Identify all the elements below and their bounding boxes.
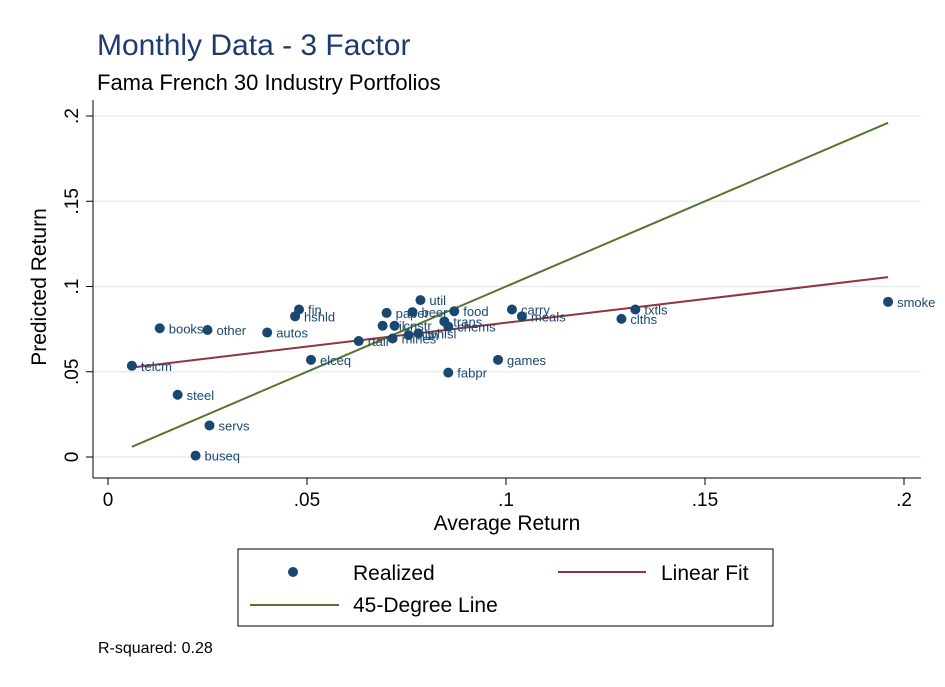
point-label-food: food <box>463 304 488 319</box>
point-label-autos: autos <box>276 326 308 341</box>
45-degree-line-line <box>131 121 889 448</box>
point-label-elceq: elceq <box>320 353 351 368</box>
x-tick-label: .05 <box>294 490 320 511</box>
y-tick-label: .1 <box>62 279 83 295</box>
data-point-games <box>493 354 504 365</box>
legend-label-realized: Realized <box>353 562 435 585</box>
data-point-paper <box>381 307 392 318</box>
point-label-fabpr: fabpr <box>457 366 487 381</box>
data-point-other <box>202 324 213 335</box>
point-label-games: games <box>507 353 547 368</box>
data-point-steel <box>172 389 183 400</box>
point-label-trans: trans <box>453 314 482 329</box>
point-label-oil: oil <box>392 319 405 334</box>
y-axis-title: Predicted Return <box>28 208 51 366</box>
y-tick-label: .15 <box>62 188 83 214</box>
x-tick-label: .2 <box>896 490 912 511</box>
legend-label-linear-fit: Linear Fit <box>661 562 749 585</box>
point-label-telcm: telcm <box>141 359 172 374</box>
point-label-fin: fin <box>308 303 322 318</box>
legend-label-45-degree-line: 45-Degree Line <box>353 594 498 617</box>
point-label-util: util <box>429 293 446 308</box>
data-point-smoke <box>883 296 894 307</box>
y-tick-label: .05 <box>62 359 83 385</box>
point-label-rtail: rtail <box>368 334 389 349</box>
y-tick-label: .2 <box>62 108 83 124</box>
point-label-carry: carry <box>521 303 550 318</box>
data-point-buseq <box>190 450 201 461</box>
point-label-chems: chems <box>457 320 496 335</box>
data-point-rtail <box>353 336 364 347</box>
data-point-txtls <box>630 304 641 315</box>
x-tick-label: .1 <box>498 490 514 511</box>
point-label-books: books <box>169 321 204 336</box>
data-point-food <box>449 306 460 317</box>
point-label-whlsl: whlsl <box>426 326 456 341</box>
point-label-hshld: hshld <box>304 309 335 324</box>
point-label-servs: servs <box>218 418 250 433</box>
data-point-oil <box>377 320 388 331</box>
legend-box <box>237 548 774 627</box>
data-point-autos <box>262 327 273 338</box>
point-label-clths: clths <box>630 312 657 327</box>
point-label-hlth: hlth <box>417 328 438 343</box>
data-point-util <box>415 295 426 306</box>
point-label-buseq: buseq <box>205 449 240 464</box>
chart-title: Monthly Data - 3 Factor <box>97 29 410 62</box>
data-point-clths <box>616 313 627 324</box>
data-point-elceq <box>305 354 316 365</box>
data-point-hshld <box>290 311 301 322</box>
point-label-steel: steel <box>187 388 215 403</box>
data-point-mines <box>387 333 398 344</box>
y-tick-label: 0 <box>62 452 83 463</box>
axes: 0 .05 .1 .15 .2 0 .05 .1 .15 .2 <box>62 100 921 511</box>
linear-fit-line <box>131 276 889 369</box>
x-axis-title: Average Return <box>434 512 581 535</box>
data-point-meals <box>516 311 527 322</box>
point-label-beer: beer <box>421 305 448 320</box>
data-point-telcm <box>126 360 137 371</box>
data-point-beer <box>407 307 418 318</box>
chart-subtitle: Fama French 30 Industry Portfolios <box>97 70 441 95</box>
point-label-cnstr: cnstr <box>404 319 433 334</box>
data-point-hlth <box>403 330 414 341</box>
point-label-txtls: txtls <box>644 303 668 318</box>
data-point-servs <box>204 420 215 431</box>
r-squared-note: R-squared: 0.28 <box>98 640 213 657</box>
x-tick-label: 0 <box>103 490 114 511</box>
data-point-books <box>154 323 165 334</box>
data-point-carry <box>506 304 517 315</box>
point-label-mines: mines <box>402 332 437 347</box>
data-point-fabpr <box>443 367 454 378</box>
data-point-whlsl <box>413 328 424 339</box>
data-point-cnstr <box>389 320 400 331</box>
legend-symbol-realized <box>288 567 298 577</box>
point-label-meals: meals <box>531 309 566 324</box>
point-label-smoke: smoke <box>897 295 935 310</box>
point-label-other: other <box>217 323 247 338</box>
legend: Realized Linear Fit 45-Degree Line <box>237 548 774 627</box>
data-point-chems <box>443 321 454 332</box>
x-tick-label: .15 <box>692 490 718 511</box>
